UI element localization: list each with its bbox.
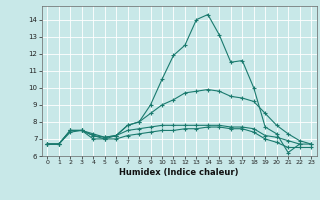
X-axis label: Humidex (Indice chaleur): Humidex (Indice chaleur) [119, 168, 239, 177]
